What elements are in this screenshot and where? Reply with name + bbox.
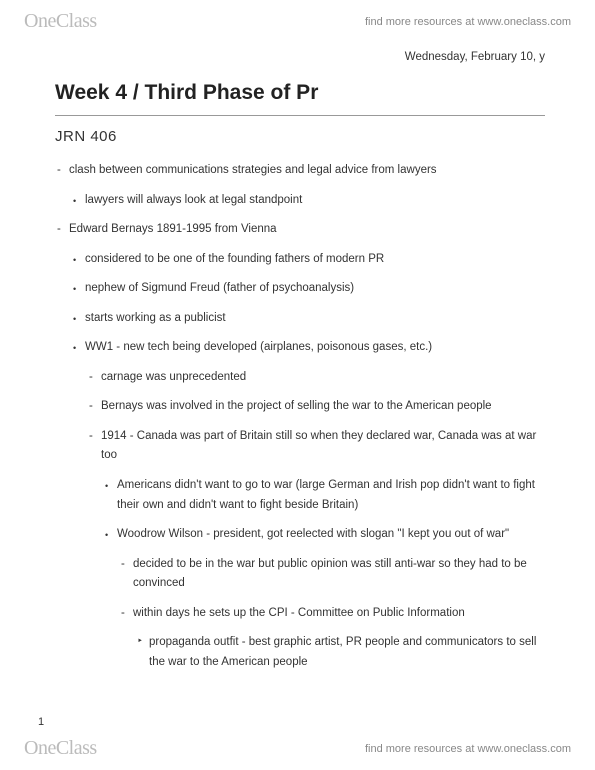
note-line: starts working as a publicist	[55, 309, 545, 329]
note-line: Bernays was involved in the project of s…	[55, 397, 545, 417]
logo-top: OneClass	[24, 10, 97, 33]
logo-bottom: OneClass	[24, 737, 97, 760]
note-line: WW1 - new tech being developed (airplane…	[55, 338, 545, 358]
footer: OneClass find more resources at www.onec…	[0, 727, 595, 770]
note-line: 1914 - Canada was part of Britain still …	[55, 427, 545, 466]
note-line: carnage was unprecedented	[55, 368, 545, 388]
note-line: lawyers will always look at legal standp…	[55, 191, 545, 211]
document-content: Wednesday, February 10, y Week 4 / Third…	[0, 51, 595, 672]
note-line: nephew of Sigmund Freud (father of psych…	[55, 279, 545, 299]
logo-one-bottom: OneClass	[24, 737, 97, 759]
logo-one: OneClass	[24, 10, 97, 32]
document-title: Week 4 / Third Phase of Pr	[55, 81, 545, 105]
header: OneClass find more resources at www.onec…	[0, 0, 595, 43]
note-line: Americans didn't want to go to war (larg…	[55, 476, 545, 515]
course-code: JRN 406	[55, 128, 545, 145]
note-line: Woodrow Wilson - president, got reelecte…	[55, 525, 545, 545]
note-line: considered to be one of the founding fat…	[55, 250, 545, 270]
note-line: within days he sets up the CPI - Committ…	[55, 604, 545, 624]
document-date: Wednesday, February 10, y	[55, 51, 545, 63]
title-divider	[55, 115, 545, 116]
note-line: clash between communications strategies …	[55, 161, 545, 181]
note-line: Edward Bernays 1891-1995 from Vienna	[55, 220, 545, 240]
note-line: propaganda outfit - best graphic artist,…	[55, 633, 545, 672]
tagline-bottom: find more resources at www.oneclass.com	[365, 743, 571, 755]
tagline-top: find more resources at www.oneclass.com	[365, 16, 571, 28]
note-line: decided to be in the war but public opin…	[55, 555, 545, 594]
notes-body: clash between communications strategies …	[55, 161, 545, 672]
